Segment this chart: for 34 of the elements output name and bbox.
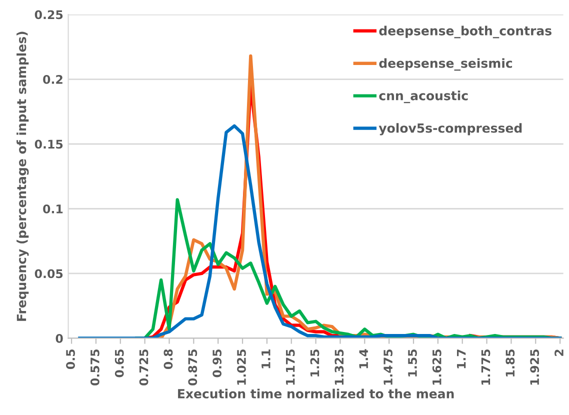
x-tick-label: 1.025 — [237, 349, 246, 385]
x-tick-label: 0.8 — [164, 349, 173, 369]
x-tick-label: 1.4 — [359, 349, 368, 368]
legend-label: yolov5s-compressed — [378, 123, 522, 136]
legend-label: deepsense_both_contras — [379, 26, 552, 38]
x-tick-label: 1.1 — [262, 349, 270, 368]
x-tick-label: 0.575 — [90, 349, 100, 386]
y-axis-title: Frequency (percentage of input samples) — [16, 32, 29, 321]
y-tick-label: 0.2 — [43, 74, 62, 84]
x-tick-label: 0.95 — [212, 349, 222, 378]
x-tick-label: 1.7 — [457, 350, 466, 368]
y-tick-label: 0.25 — [34, 10, 63, 20]
x-tick-label: 1.625 — [432, 349, 442, 385]
y-tick-label: 0 — [56, 334, 63, 343]
x-tick-label: 1.85 — [506, 349, 515, 376]
x-tick-label: 0.725 — [139, 349, 148, 386]
y-tick-label: 0.15 — [34, 140, 63, 149]
x-tick-label: 1.325 — [334, 349, 344, 385]
x-tick-label: 0.875 — [188, 349, 198, 386]
x-tick-label: 1.55 — [408, 349, 417, 376]
y-tick-label: 0.05 — [34, 269, 63, 278]
x-tick-label: 0.65 — [114, 349, 124, 378]
x-axis-title: Execution time normalized to the mean — [178, 388, 454, 398]
x-tick-label: 1.475 — [384, 349, 392, 385]
x-tick-label: 1.925 — [530, 349, 540, 385]
x-tick-label: 0.5 — [66, 349, 75, 369]
legend-label: deepsense_seismic — [379, 58, 512, 71]
x-tick-label: 2 — [554, 350, 564, 356]
legend-label: cnn_acoustic — [379, 90, 468, 104]
y-tick-label: 0.1 — [43, 204, 63, 214]
x-tick-label: 1.775 — [481, 349, 490, 385]
x-tick-label: 1.175 — [286, 349, 295, 385]
x-tick-label: 1.25 — [310, 349, 320, 376]
line-series — [78, 124, 562, 338]
